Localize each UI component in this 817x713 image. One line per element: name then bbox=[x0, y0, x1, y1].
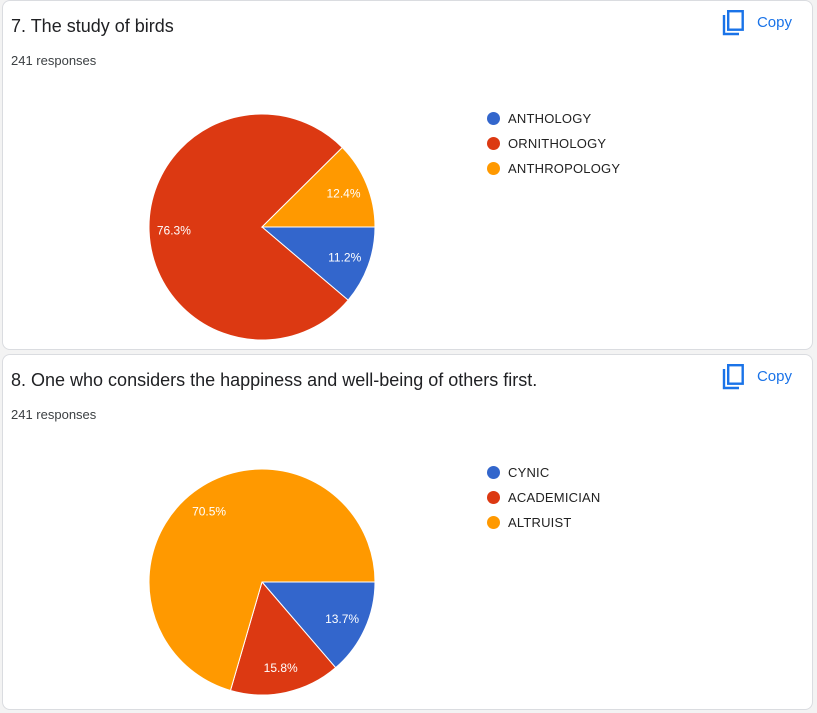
pie-slice-label: 11.2% bbox=[328, 250, 361, 264]
legend-item-academician: ACADEMICIAN bbox=[487, 485, 601, 510]
legend-label: ANTHROPOLOGY bbox=[508, 161, 621, 176]
question-title: 7. The study of birds bbox=[11, 16, 174, 36]
question-card-8: 13.7% 15.8% 70.5% 8. One who considers the… bbox=[2, 354, 813, 710]
chart-legend: ANTHOLOGY ORNITHOLOGY ANTHROPOLOGY bbox=[487, 106, 620, 181]
pie-slice-label: 12.4% bbox=[326, 187, 360, 201]
pie-slice-label: 76.3% bbox=[157, 223, 191, 237]
response-count: 241 responses bbox=[11, 407, 97, 422]
question-title: 8. One who considers the happiness and w… bbox=[11, 370, 538, 390]
question-card-7: 11.2% 76.3% 12.4% 7. The study of birds 24… bbox=[2, 0, 813, 350]
copy-icon bbox=[722, 364, 744, 390]
legend-item-anthropology: ANTHROPOLOGY bbox=[487, 156, 620, 181]
legend-swatch bbox=[487, 491, 500, 504]
legend-item-altruist: ALTRUIST bbox=[487, 510, 601, 535]
legend-label: CYNIC bbox=[508, 465, 550, 480]
legend-item-cynic: CYNIC bbox=[487, 460, 601, 485]
copy-chart-button[interactable]: Copy bbox=[721, 363, 792, 391]
pie-slice-label: 13.7% bbox=[325, 612, 359, 626]
copy-label: Copy bbox=[756, 368, 792, 385]
legend-label: ORNITHOLOGY bbox=[508, 136, 607, 151]
copy-chart-button[interactable]: Copy bbox=[721, 9, 792, 37]
pie-slice-anthology[interactable] bbox=[260, 226, 376, 301]
response-count: 241 responses bbox=[11, 53, 97, 68]
chart-legend: CYNIC ACADEMICIAN ALTRUIST bbox=[487, 460, 601, 535]
pie-slice-label: 15.8% bbox=[264, 661, 298, 675]
pie-slice-academician[interactable] bbox=[229, 580, 337, 696]
legend-item-anthology: ANTHOLOGY bbox=[487, 106, 620, 131]
legend-swatch bbox=[487, 112, 500, 125]
legend-swatch bbox=[487, 466, 500, 479]
pie-slice-anthropology[interactable] bbox=[260, 146, 376, 228]
pie-slice-cynic[interactable] bbox=[260, 581, 376, 669]
pie-slice-ornithology[interactable] bbox=[148, 113, 349, 341]
pie-slice-label: 70.5% bbox=[192, 505, 226, 519]
pie-chart-q7: 11.2% 76.3% 12.4% bbox=[148, 113, 376, 341]
legend-label: ANTHOLOGY bbox=[508, 111, 592, 126]
legend-label: ACADEMICIAN bbox=[508, 490, 601, 505]
legend-swatch bbox=[487, 162, 500, 175]
legend-item-ornithology: ORNITHOLOGY bbox=[487, 131, 620, 156]
copy-label: Copy bbox=[756, 14, 792, 31]
legend-label: ALTRUIST bbox=[508, 515, 572, 530]
pie-chart-q8: 13.7% 15.8% 70.5% bbox=[148, 468, 376, 696]
legend-swatch bbox=[487, 137, 500, 150]
copy-icon bbox=[722, 10, 744, 36]
legend-swatch bbox=[487, 516, 500, 529]
pie-slice-altruist[interactable] bbox=[148, 468, 376, 692]
